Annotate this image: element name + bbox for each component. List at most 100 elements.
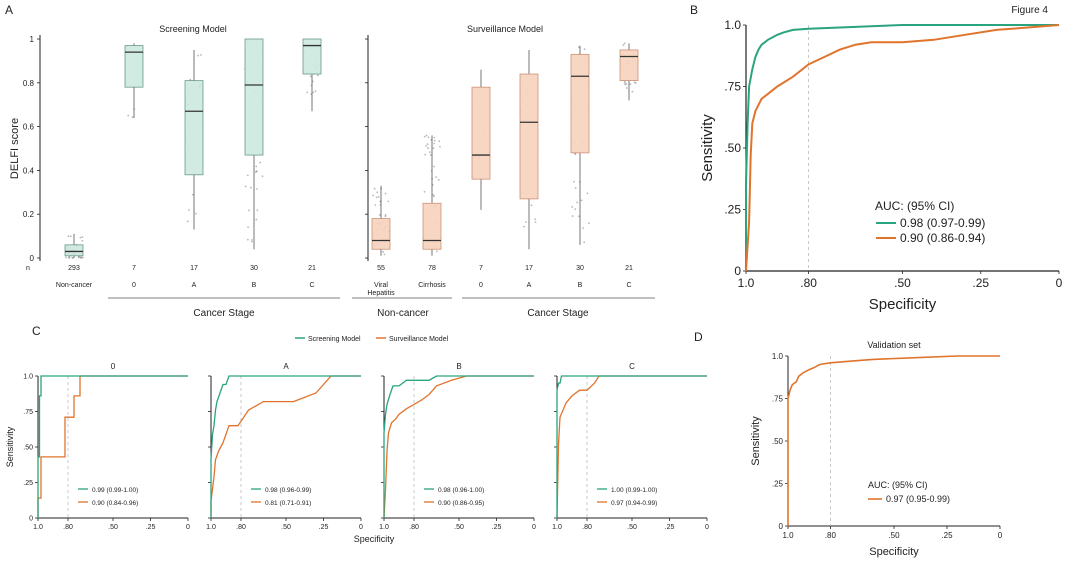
box-iqr: [184, 80, 204, 176]
x-tick-label: 1.0: [206, 524, 216, 531]
data-point: [534, 221, 537, 224]
data-point: [625, 82, 628, 85]
figure-label: Figure 4: [1011, 5, 1048, 16]
roc-curve-surveillance: [210, 375, 361, 518]
data-point: [530, 204, 533, 207]
boxplot-c: [619, 42, 639, 101]
data-point: [247, 238, 249, 241]
data-point: [524, 221, 527, 223]
legend-label: 0.90 (0.86-0.94): [900, 231, 985, 245]
data-point: [433, 136, 436, 139]
y-tick-label: 0: [779, 522, 784, 531]
data-point: [435, 176, 438, 178]
y-tick-label: .25: [724, 203, 741, 217]
box-iqr: [244, 38, 264, 156]
auc-label-screening: 0.99 (0.99-1.00): [92, 487, 138, 494]
y-tick-label: .50: [772, 437, 784, 446]
x-tick-label: 0: [1056, 276, 1063, 290]
data-point: [571, 206, 574, 208]
x-tick-label: .80: [409, 524, 419, 531]
data-point: [383, 253, 386, 256]
y-tick-label: 0.8: [23, 79, 35, 88]
data-point: [131, 116, 134, 119]
auc-label-screening: 0.98 (0.96-0.99): [265, 487, 311, 494]
data-point: [191, 193, 194, 196]
panel-letter-c: C: [32, 324, 41, 338]
category-label: C: [309, 282, 314, 289]
data-point: [373, 187, 376, 190]
data-point: [625, 87, 628, 89]
roc-curve-surveillance: [383, 375, 534, 519]
x-tick-label: 0: [998, 531, 1003, 540]
data-point: [429, 154, 432, 156]
data-point: [248, 209, 250, 212]
x-axis-title: Specificity: [869, 296, 937, 313]
x-tick-label: .50: [454, 524, 464, 531]
n-count: 7: [132, 265, 136, 272]
x-tick-label: 0: [359, 524, 363, 531]
data-point: [309, 75, 312, 78]
x-tick-label: .80: [800, 276, 817, 290]
data-point: [247, 226, 249, 229]
category-label: A: [527, 282, 532, 289]
x-tick-label: .25: [492, 524, 502, 531]
y-tick-label: 1: [30, 35, 35, 44]
data-point: [623, 42, 626, 45]
legend-label-screening: Screening Model: [308, 336, 361, 343]
data-point: [427, 147, 429, 149]
x-tick-label: .25: [146, 524, 156, 531]
data-point: [194, 212, 197, 215]
x-axis-title: Specificity: [869, 546, 919, 558]
auc-label-surveillance: 0.90 (0.84-0.96): [92, 500, 138, 507]
data-point: [255, 165, 258, 168]
y-axis-title: DELFI score: [9, 118, 21, 179]
y-tick-label: 0.2: [23, 210, 35, 219]
y-tick-label: 0.4: [23, 166, 35, 175]
boxplot-0: [124, 43, 144, 119]
auc-label-screening: 0.98 (0.96-1.00): [438, 487, 484, 494]
stage-label-left: Cancer Stage: [193, 308, 255, 319]
y-tick-label: 1.0: [23, 373, 33, 380]
group-title: Screening Model: [159, 24, 227, 34]
data-point: [634, 82, 637, 84]
facet-stage-b: B 1.0 .80 .50 .25 0 0.98 (0.96-1.00) 0.90 (0.86…: [379, 362, 536, 531]
boxplot-cirrhosis: [422, 134, 442, 256]
data-point: [433, 139, 436, 142]
boxplot-a: [184, 49, 204, 230]
category-label: 0: [132, 282, 136, 289]
data-point: [425, 134, 428, 137]
roc-curve-surveillance: [787, 355, 1000, 526]
data-point: [623, 81, 626, 84]
x-tick-label: .25: [941, 531, 953, 540]
y-tick-label: .75: [772, 394, 784, 403]
x-tick-label: 1.0: [33, 524, 43, 531]
category-label: Cirrhosis: [418, 282, 446, 289]
auc-label-surveillance: 0.97 (0.94-0.99): [611, 500, 657, 507]
roc-curve-surveillance: [556, 375, 707, 519]
roc-curve-screening: [745, 24, 1059, 271]
x-tick-label: .80: [825, 531, 837, 540]
data-point: [317, 74, 319, 77]
boxplot-non-cancer: [64, 233, 84, 259]
data-point: [574, 187, 577, 190]
data-point: [261, 175, 264, 178]
n-count: 30: [250, 265, 258, 272]
box-iqr: [124, 45, 144, 88]
data-point: [437, 178, 440, 181]
boxplot-a: [519, 49, 539, 250]
y-tick-label: .25: [772, 479, 784, 488]
legend-title: AUC: (95% CI): [868, 480, 928, 490]
data-point: [81, 239, 84, 242]
x-tick-label: .50: [108, 524, 118, 531]
facet-stage-a: A 1.0 .80 .50 .25 0 0.98 (0.96-0.99) 0.81 (0.71…: [206, 362, 363, 531]
panel-c-roc-by-stage: C Screening Model Surveillance Model Sensit…: [5, 324, 709, 544]
group-title: Surveillance Model: [467, 24, 543, 34]
box-iqr: [422, 202, 442, 250]
n-count: 30: [576, 265, 584, 272]
auc-label-surveillance: 0.90 (0.86-0.95): [438, 500, 484, 507]
facet-stage-c: C 1.0 .80 .50 .25 0 1.00 (0.99-1.00) 0.97 (0.94…: [552, 362, 709, 531]
roc-curve-screening: [383, 375, 534, 518]
data-point: [580, 199, 583, 202]
x-tick-label: 1.0: [552, 524, 562, 531]
